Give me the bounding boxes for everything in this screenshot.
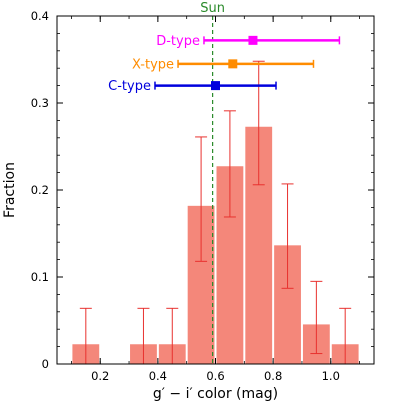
type-center-marker <box>228 59 238 69</box>
type-markers: D-type X-type C-type <box>108 34 341 94</box>
type-marker: X-type <box>132 57 315 72</box>
y-tick-label: 0 <box>42 357 49 371</box>
x-tick-label: 0.8 <box>264 369 282 383</box>
type-center-marker <box>211 81 220 91</box>
x-tick-label: 1.0 <box>322 369 340 383</box>
axis-ticks: 0.2 0.4 0.6 0.8 1.0 0 0.1 0.2 0.3 0.4 <box>31 9 374 383</box>
type-marker: D-type <box>156 34 341 49</box>
x-tick-label: 0.6 <box>206 369 224 383</box>
y-tick-label: 0.4 <box>31 9 49 23</box>
type-center-marker <box>248 35 258 45</box>
type-label: X-type <box>132 57 174 72</box>
x-axis-label: g′ − i′ color (mag) <box>153 386 278 402</box>
y-tick-label: 0.1 <box>31 270 49 284</box>
y-tick-label: 0.2 <box>31 183 49 197</box>
x-tick-label: 0.2 <box>91 369 109 383</box>
type-marker: C-type <box>108 79 277 94</box>
histogram-error-bars <box>79 60 352 365</box>
x-tick-label: 0.4 <box>149 369 167 383</box>
y-axis-label: Fraction <box>2 162 18 218</box>
sun-reference: Sun <box>200 1 225 364</box>
sun-label: Sun <box>200 1 225 16</box>
type-label: C-type <box>108 79 151 94</box>
type-label: D-type <box>156 34 200 49</box>
y-tick-label: 0.3 <box>31 96 49 110</box>
histogram-bars <box>72 126 359 364</box>
plot-frame <box>56 15 375 365</box>
